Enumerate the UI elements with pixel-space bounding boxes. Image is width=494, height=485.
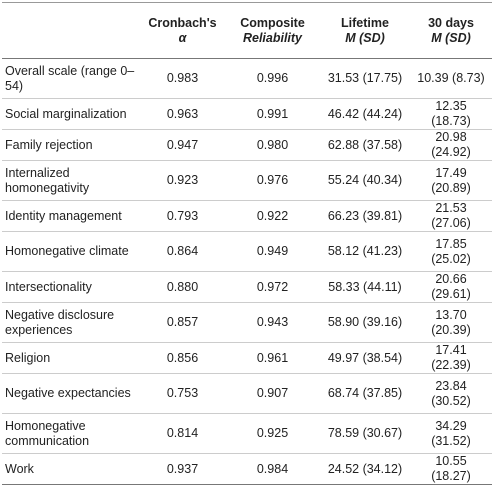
cell: 31.53 (17.75): [320, 58, 410, 99]
header-top: Lifetime: [341, 15, 389, 30]
row-label: Work: [2, 453, 140, 485]
cell: 68.74 (37.85): [320, 373, 410, 414]
row-label: Religion: [2, 342, 140, 374]
cell: 0.793: [140, 200, 225, 232]
table-header: Cronbach's α Composite Reliability Lifetime M…: [2, 2, 492, 59]
cell: 0.996: [225, 58, 320, 99]
row-label: Social marginalization: [2, 98, 140, 130]
cell: 55.24 (40.34): [320, 160, 410, 201]
cell: 0.972: [225, 271, 320, 303]
cell: 0.984: [225, 453, 320, 485]
header-top: 30 days: [428, 15, 474, 30]
cell: 0.937: [140, 453, 225, 485]
cell: 0.907: [225, 373, 320, 414]
cell: 13.70 (20.39): [410, 302, 492, 343]
cell: 21.53 (27.06): [410, 200, 492, 232]
table-row: Work 0.937 0.984 24.52 (34.12) 10.55 (18.27): [2, 453, 492, 485]
cell: 0.943: [225, 302, 320, 343]
cell: 0.963: [140, 98, 225, 130]
cell: 58.90 (39.16): [320, 302, 410, 343]
table-row: Intersectionality 0.880 0.972 58.33 (44.11)…: [2, 271, 492, 303]
cell: 12.35 (18.73): [410, 98, 492, 130]
row-label: Intersectionality: [2, 271, 140, 303]
column-header: Cronbach's α: [140, 2, 225, 59]
header-row: Cronbach's α Composite Reliability Lifetime M…: [2, 2, 492, 59]
cell: 0.857: [140, 302, 225, 343]
cell: 46.42 (44.24): [320, 98, 410, 130]
cell: 0.925: [225, 413, 320, 454]
cell: 17.41 (22.39): [410, 342, 492, 374]
cell: 0.947: [140, 129, 225, 161]
table-row: Overall scale (range 0–54) 0.983 0.996 31.5…: [2, 58, 492, 99]
cell: 58.12 (41.23): [320, 231, 410, 272]
row-label: Overall scale (range 0–54): [2, 58, 140, 99]
header-bottom: α: [178, 30, 187, 45]
cell: 20.66 (29.61): [410, 271, 492, 303]
cell: 10.55 (18.27): [410, 453, 492, 485]
cell: 0.961: [225, 342, 320, 374]
cell: 24.52 (34.12): [320, 453, 410, 485]
cell: 0.980: [225, 129, 320, 161]
column-header: Composite Reliability: [225, 2, 320, 59]
cell: 49.97 (38.54): [320, 342, 410, 374]
table-row: Internalized homonegativity 0.923 0.976 55.…: [2, 160, 492, 201]
cell: 66.23 (39.81): [320, 200, 410, 232]
row-label: Homonegative climate: [2, 231, 140, 272]
cell: 20.98 (24.92): [410, 129, 492, 161]
row-label: Identity management: [2, 200, 140, 232]
table-row: Family rejection 0.947 0.980 62.88 (37.58) 2…: [2, 129, 492, 161]
cell: 0.922: [225, 200, 320, 232]
table-row: Social marginalization 0.963 0.991 46.42 (4…: [2, 98, 492, 130]
cell: 10.39 (8.73): [410, 58, 492, 99]
cell: 23.84 (30.52): [410, 373, 492, 414]
cell: 58.33 (44.11): [320, 271, 410, 303]
header-top: Cronbach's: [148, 15, 217, 30]
row-label: Internalized homonegativity: [2, 160, 140, 201]
table-row: Identity management 0.793 0.922 66.23 (39.8…: [2, 200, 492, 232]
column-header: [2, 2, 140, 59]
table-row: Homonegative communication 0.814 0.925 78.5…: [2, 413, 492, 454]
row-label: Homonegative communication: [2, 413, 140, 454]
cell: 78.59 (30.67): [320, 413, 410, 454]
cell: 0.880: [140, 271, 225, 303]
row-label: Negative disclosure experiences: [2, 302, 140, 343]
table-row: Religion 0.856 0.961 49.97 (38.54) 17.41 (22…: [2, 342, 492, 374]
cell: 62.88 (37.58): [320, 129, 410, 161]
cell: 17.49 (20.89): [410, 160, 492, 201]
header-bottom: Reliability: [242, 30, 303, 45]
cell: 0.949: [225, 231, 320, 272]
cell: 0.814: [140, 413, 225, 454]
header-bottom: M (SD): [345, 30, 385, 45]
cell: 0.923: [140, 160, 225, 201]
cell: 0.983: [140, 58, 225, 99]
table-body: Overall scale (range 0–54) 0.983 0.996 31.5…: [2, 58, 492, 485]
header-bottom: M (SD): [431, 30, 471, 45]
table-row: Negative expectancies 0.753 0.907 68.74 (37…: [2, 373, 492, 414]
column-header: 30 days M (SD): [410, 2, 492, 59]
cell: 34.29 (31.52): [410, 413, 492, 454]
cell: 0.991: [225, 98, 320, 130]
cell: 0.856: [140, 342, 225, 374]
cell: 0.976: [225, 160, 320, 201]
row-label: Negative expectancies: [2, 373, 140, 414]
header-top: Composite: [240, 15, 305, 30]
cell: 0.864: [140, 231, 225, 272]
row-label: Family rejection: [2, 129, 140, 161]
table-row: Negative disclosure experiences 0.857 0.94…: [2, 302, 492, 343]
cell: 17.85 (25.02): [410, 231, 492, 272]
column-header: Lifetime M (SD): [320, 2, 410, 59]
cell: 0.753: [140, 373, 225, 414]
table-row: Homonegative climate 0.864 0.949 58.12 (41.…: [2, 231, 492, 272]
